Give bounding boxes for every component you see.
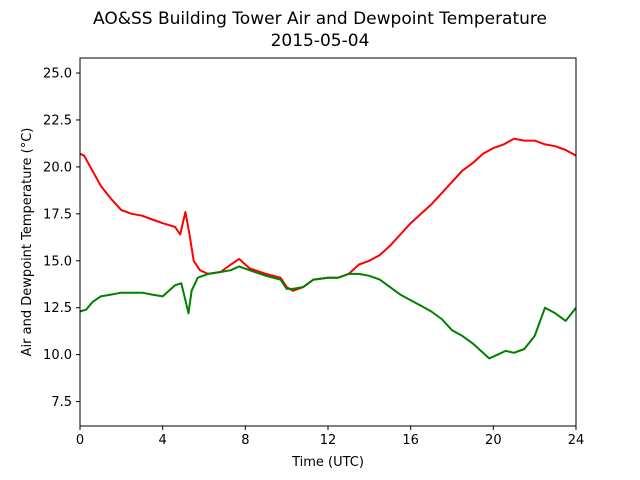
y-axis: 7.5 10.0 12.5 15.0 17.5 20.0 22.5 25.0 xyxy=(43,67,80,410)
y-tick-label: 15.0 xyxy=(43,254,72,269)
chart-title: AO&SS Building Tower Air and Dewpoint Te… xyxy=(93,9,547,29)
y-tick-label: 25.0 xyxy=(43,67,72,82)
x-tick-label: 0 xyxy=(76,433,84,448)
y-tick-label: 7.5 xyxy=(51,395,72,410)
x-tick-label: 16 xyxy=(402,433,419,448)
x-axis: 0 4 8 12 16 20 24 xyxy=(76,426,584,448)
x-tick-label: 20 xyxy=(485,433,502,448)
x-tick-label: 12 xyxy=(320,433,337,448)
series-line-0 xyxy=(79,137,577,292)
x-tick-label: 4 xyxy=(159,433,167,448)
y-tick-label: 17.5 xyxy=(43,207,72,222)
y-tick-label: 12.5 xyxy=(43,301,72,316)
chart-subtitle: 2015-05-04 xyxy=(271,31,370,51)
series-layer xyxy=(79,137,577,360)
plot-frame xyxy=(79,57,577,427)
x-tick-label: 8 xyxy=(241,433,249,448)
y-tick-label: 22.5 xyxy=(43,113,72,128)
series-line-1 xyxy=(79,265,577,360)
x-axis-label: Time (UTC) xyxy=(291,455,364,470)
y-axis-label: Air and Dewpoint Temperature (°C) xyxy=(20,128,35,357)
y-tick-label: 20.0 xyxy=(43,160,72,175)
x-tick-label: 24 xyxy=(568,433,585,448)
y-tick-label: 10.0 xyxy=(43,348,72,363)
